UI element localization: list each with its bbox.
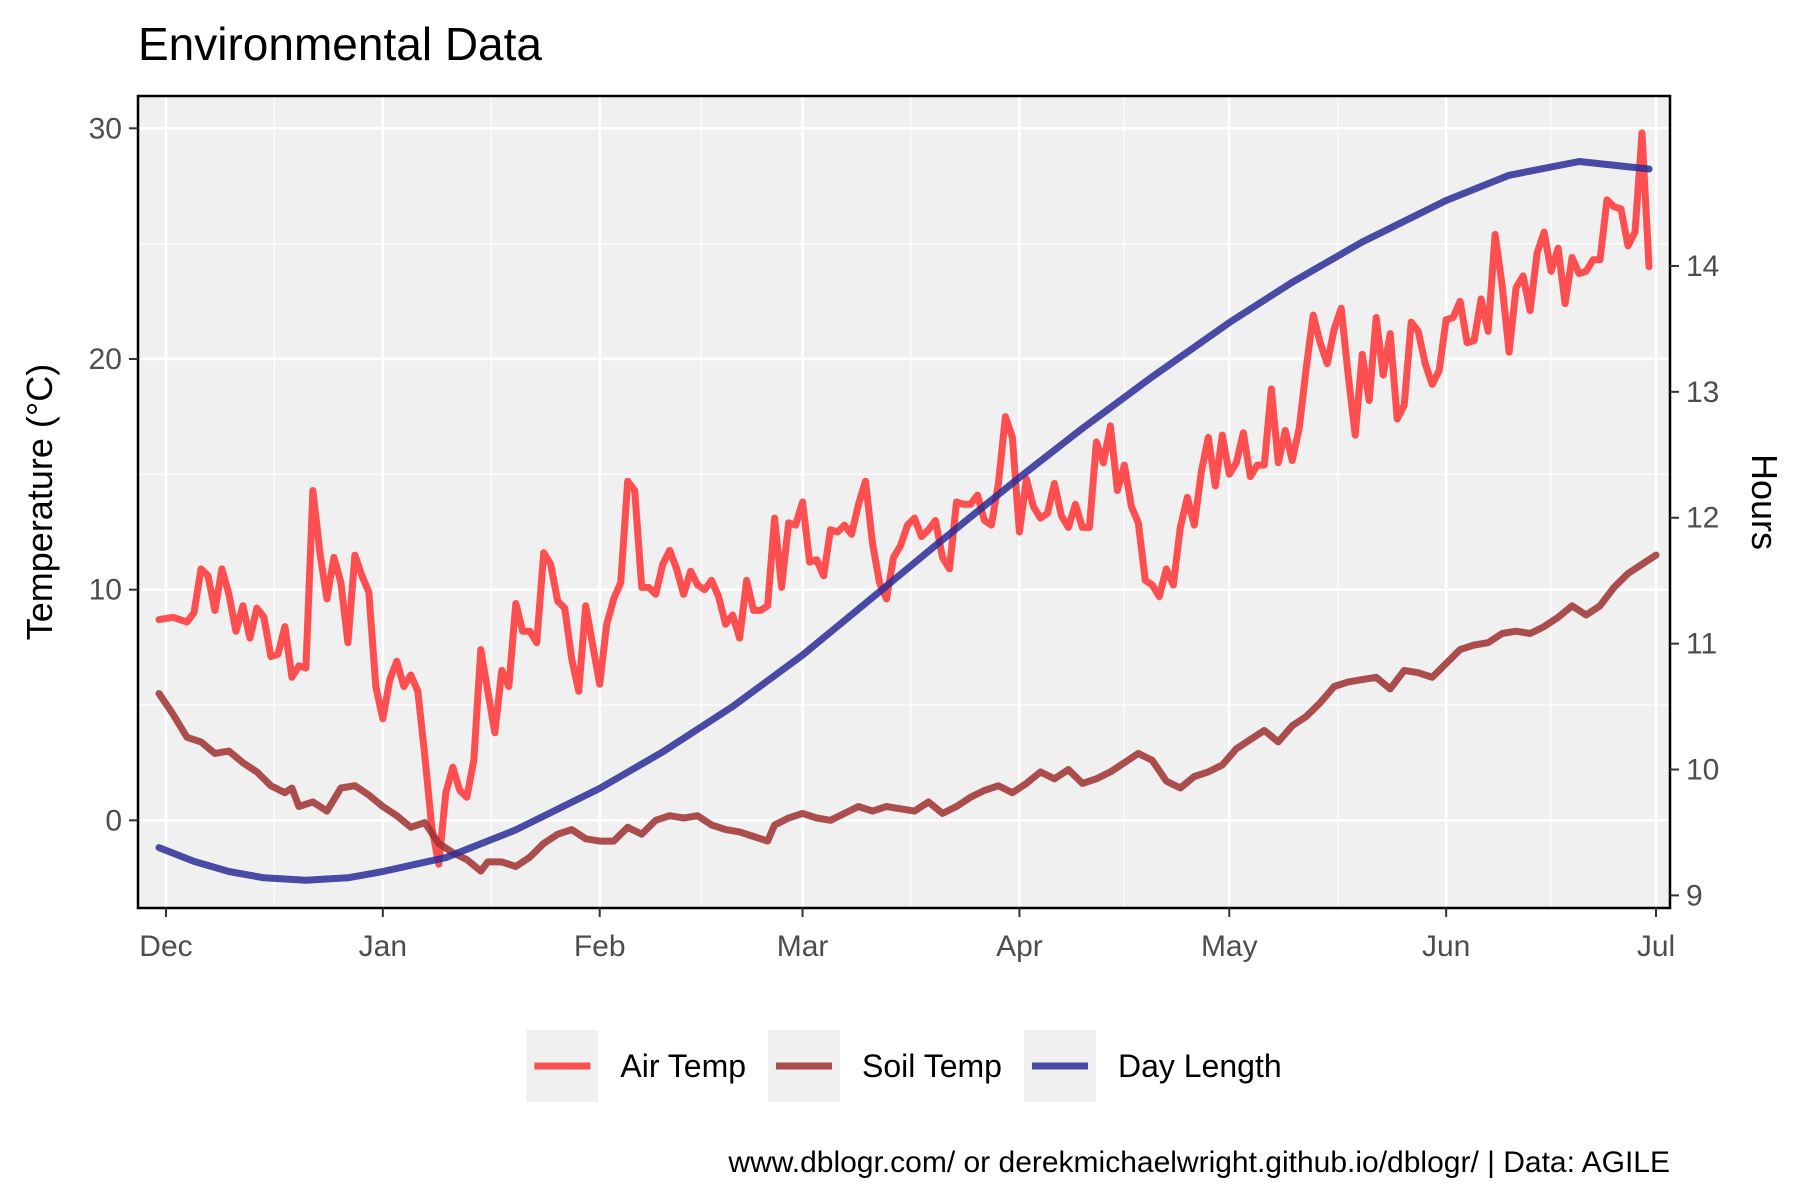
y2-tick-label: 14	[1686, 250, 1719, 283]
x-tick-label: Apr	[996, 930, 1043, 963]
legend-item-air-temp: Air Temp	[526, 1030, 746, 1102]
y2-tick-label: 12	[1686, 502, 1719, 535]
x-tick-label: Feb	[574, 930, 626, 963]
y-axis-right: 9 10 11 12 13 14	[1670, 250, 1719, 912]
y2-tick-label: 13	[1686, 376, 1719, 409]
y2-tick-label: 10	[1686, 754, 1719, 787]
x-tick-label: May	[1201, 930, 1258, 963]
y-tick-label: 20	[89, 343, 122, 376]
grid-minor	[138, 96, 1670, 908]
y2-axis-title: Hours	[1744, 454, 1785, 550]
legend-item-day-length: Day Length	[1023, 1030, 1282, 1102]
x-axis: Dec Jan Feb Mar Apr May Jun Jul	[139, 908, 1675, 963]
legend-label-air-temp: Air Temp	[620, 1048, 746, 1084]
y-axis-left: 0 10 20 30	[89, 112, 138, 837]
legend-item-soil-temp: Soil Temp	[768, 1030, 1002, 1102]
y2-tick-label: 11	[1686, 628, 1717, 661]
y-tick-label: 30	[89, 112, 122, 145]
series-layer	[155, 129, 1660, 884]
x-tick-label: Dec	[139, 930, 192, 963]
legend: Air Temp Soil Temp Day Length	[526, 1030, 1282, 1102]
y-tick-label: 10	[89, 574, 122, 607]
series-line-day-length	[155, 158, 1653, 884]
x-tick-label: Jan	[359, 930, 407, 963]
legend-label-day-length: Day Length	[1118, 1048, 1282, 1084]
plot-panel	[138, 96, 1670, 908]
series-line-air-temp	[155, 129, 1653, 868]
y-axis-title: Temperature (°C)	[19, 364, 60, 640]
y2-tick-label: 9	[1686, 879, 1703, 912]
series-line-soil-temp	[155, 551, 1660, 875]
y-tick-label: 0	[105, 804, 122, 837]
x-tick-label: Jul	[1637, 930, 1675, 963]
chart-title: Environmental Data	[138, 18, 542, 70]
plot-border	[136, 94, 1672, 910]
caption: www.dblogr.com/ or derekmichaelwright.gi…	[727, 1146, 1670, 1179]
legend-label-soil-temp: Soil Temp	[862, 1048, 1002, 1084]
x-tick-label: Jun	[1422, 930, 1470, 963]
x-tick-label: Mar	[777, 930, 829, 963]
